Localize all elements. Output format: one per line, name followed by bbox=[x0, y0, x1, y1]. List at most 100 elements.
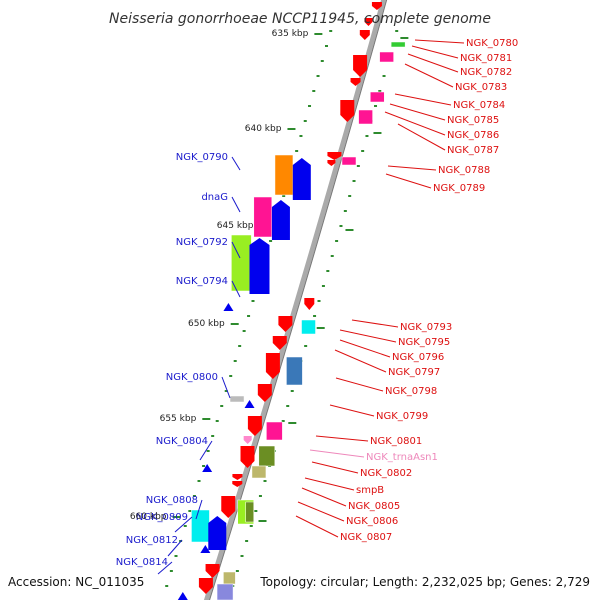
tick-mark bbox=[238, 345, 242, 347]
leader-line bbox=[394, 93, 452, 106]
tick-mark bbox=[329, 30, 333, 32]
tick-mark bbox=[343, 210, 347, 212]
scale-label: 655 kbp bbox=[160, 414, 197, 424]
tick-mark bbox=[235, 570, 239, 572]
leader-line bbox=[231, 156, 241, 171]
leader-line bbox=[231, 196, 241, 213]
gene-label-right: NGK_0796 bbox=[392, 352, 444, 363]
gene-feature bbox=[390, 41, 406, 48]
gene-arrow-reverse bbox=[243, 436, 252, 444]
gene-arrow-reverse bbox=[232, 481, 243, 487]
gene-arrow-small bbox=[223, 303, 234, 311]
gene-label-left: dnaG bbox=[201, 192, 228, 203]
gene-feature bbox=[229, 395, 245, 403]
gene-arrow-forward bbox=[292, 158, 311, 200]
gene-feature bbox=[301, 319, 316, 335]
tick-mark bbox=[317, 300, 321, 302]
major-tick bbox=[287, 128, 296, 130]
leader-line bbox=[174, 516, 193, 533]
tick-mark bbox=[183, 525, 187, 527]
leader-line bbox=[385, 173, 432, 189]
leader-line bbox=[387, 165, 437, 171]
gene-feature bbox=[258, 445, 276, 467]
tick-mark bbox=[206, 450, 210, 452]
leader-line bbox=[167, 539, 183, 557]
leader-line bbox=[295, 515, 339, 538]
tick-mark bbox=[224, 390, 228, 392]
gene-label-left: NGK_0800 bbox=[166, 372, 218, 383]
tick-mark bbox=[165, 585, 169, 587]
scale-label: 635 kbp bbox=[272, 29, 309, 39]
leader-line bbox=[334, 349, 387, 373]
gene-feature bbox=[274, 154, 294, 196]
gene-label-right: NGK_0798 bbox=[385, 386, 437, 397]
major-tick bbox=[373, 132, 382, 134]
gene-label-right: NGK_0789 bbox=[433, 183, 485, 194]
scale-label: 640 kbp bbox=[245, 124, 282, 134]
tick-mark bbox=[188, 510, 192, 512]
tick-mark bbox=[330, 255, 334, 257]
gene-feature bbox=[266, 421, 283, 441]
gene-arrow-reverse bbox=[257, 384, 272, 402]
accession-text: Accession: NC_011035 bbox=[8, 575, 144, 589]
leader-line bbox=[329, 404, 375, 417]
gene-arrow-reverse bbox=[221, 496, 236, 518]
tick-mark bbox=[382, 75, 386, 77]
gene-label-left: NGK_0808 bbox=[146, 495, 198, 506]
gene-label-right: NGK_0797 bbox=[388, 367, 440, 378]
gene-label-right: NGK_0807 bbox=[340, 532, 392, 543]
leader-line bbox=[221, 376, 231, 399]
gene-feature bbox=[358, 109, 373, 125]
tick-mark bbox=[295, 150, 299, 152]
gene-arrow-reverse bbox=[265, 353, 280, 379]
tick-mark bbox=[321, 285, 325, 287]
tick-mark bbox=[169, 570, 173, 572]
gene-feature bbox=[216, 583, 234, 600]
leader-line bbox=[335, 377, 384, 392]
gene-arrow-reverse bbox=[340, 100, 355, 122]
tick-mark bbox=[299, 135, 303, 137]
tick-mark bbox=[281, 420, 285, 422]
leader-line bbox=[404, 63, 454, 88]
gene-feature bbox=[341, 156, 357, 166]
gene-arrow-reverse bbox=[371, 2, 382, 10]
tick-mark bbox=[378, 90, 382, 92]
leader-line bbox=[389, 103, 446, 121]
gene-arrow-reverse bbox=[240, 446, 255, 468]
leader-line bbox=[231, 241, 241, 259]
gene-label-right: NGK_0784 bbox=[453, 100, 505, 111]
tick-mark bbox=[303, 120, 307, 122]
leader-line bbox=[407, 53, 459, 73]
major-tick bbox=[230, 323, 239, 325]
leader-line bbox=[309, 449, 365, 458]
major-tick bbox=[288, 422, 297, 424]
gene-arrow-forward bbox=[249, 238, 270, 294]
gene-label-left: NGK_0790 bbox=[176, 152, 228, 163]
major-tick bbox=[202, 418, 211, 420]
tick-mark bbox=[313, 315, 317, 317]
gene-label-right: NGK_0801 bbox=[370, 436, 422, 447]
tick-mark bbox=[242, 330, 246, 332]
gene-label-right: NGK_0786 bbox=[447, 130, 499, 141]
gene-arrow-small bbox=[177, 592, 188, 600]
gene-feature bbox=[251, 465, 267, 479]
genome-backbone bbox=[203, 0, 387, 600]
gene-features bbox=[177, 2, 406, 600]
gene-arrow-reverse bbox=[205, 564, 220, 578]
gene-arrow-reverse bbox=[272, 336, 287, 350]
leader-line bbox=[339, 339, 391, 358]
tick-mark bbox=[215, 420, 219, 422]
gene-label-left: NGK_0792 bbox=[176, 237, 228, 248]
gene-label-right: NGK_0793 bbox=[400, 322, 452, 333]
gene-arrow-small bbox=[244, 400, 255, 408]
tick-mark bbox=[245, 540, 249, 542]
gene-feature bbox=[245, 501, 254, 523]
gene-label-right: NGK_0799 bbox=[376, 411, 428, 422]
leader-line bbox=[397, 123, 446, 151]
leader-line bbox=[384, 111, 446, 136]
major-tick bbox=[316, 327, 325, 329]
leader-line bbox=[301, 487, 347, 507]
tick-mark bbox=[233, 360, 237, 362]
gene-labels: NGK_0790 dnaG NGK_0792 NGK_0794 NGK_0800 NGK_… bbox=[116, 38, 519, 568]
